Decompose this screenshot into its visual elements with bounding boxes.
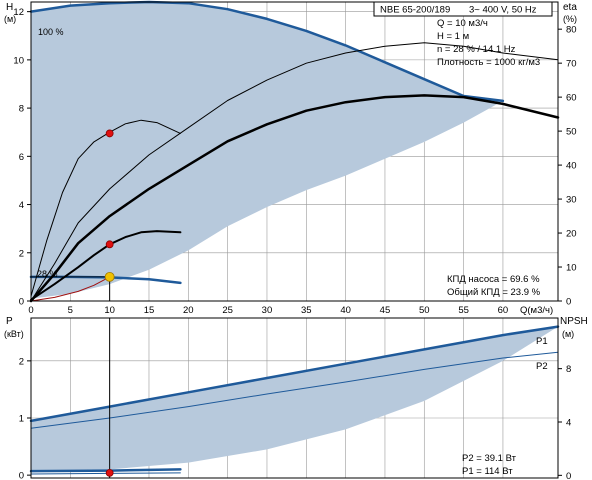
y2-axis-unit-eta: (%): [563, 14, 577, 24]
info-speed: n = 28 % / 14.1 Hz: [437, 44, 516, 55]
x-tick-label: 60: [498, 305, 509, 316]
header-model: NBE 65-200/189: [380, 5, 450, 16]
eta-series-eta_thick: [29, 94, 560, 303]
y2-axis-title-eta: eta: [563, 2, 577, 13]
bot-y2-tick-label: 0: [566, 471, 571, 480]
x-tick-label: 0: [28, 305, 33, 316]
label-28-percent: 28 %: [37, 269, 58, 279]
label-100-percent: 100 %: [38, 27, 64, 37]
x-tick-label: 55: [458, 305, 469, 316]
head-series-system_curve: [30, 276, 111, 302]
power-tick-labels: 0 1 2 0 4 8: [19, 356, 572, 480]
top-y-tick-label: 6: [19, 152, 24, 163]
p1-value-text: P1 = 114 Вт: [462, 466, 513, 477]
x-axis-title: Q(м3/ч): [520, 305, 553, 316]
top-y2-tick-label: 30: [566, 195, 577, 206]
bot-y2-tick-label: 4: [566, 418, 571, 429]
x-tick-label: 30: [262, 305, 273, 316]
top-plot-frame: [30, 1, 559, 302]
label-p2-curve: P2: [536, 361, 548, 372]
top-y-tick-label: 2: [19, 248, 24, 259]
header-supply: 3~ 400 V, 50 Hz: [469, 5, 537, 16]
x-tick-label: 5: [68, 305, 73, 316]
top-y2-tick-label: 70: [566, 59, 577, 70]
head-region-fill: [31, 2, 503, 299]
marker-red_low: [105, 240, 114, 249]
y2-axis-title-npsh: NPSH: [560, 316, 588, 327]
p2-value-text: P2 = 39.1 Вт: [462, 453, 517, 464]
top-y-tick-label: 12: [13, 7, 24, 18]
y-axis-title-power: P: [6, 316, 13, 327]
x-tick-label: 50: [419, 305, 430, 316]
x-tick-label: 15: [144, 305, 155, 316]
head-markers: [104, 129, 115, 282]
info-head: H = 1 м: [437, 31, 469, 42]
top-y-tick-label: 8: [19, 104, 24, 115]
head-tick-labels: 0 5 10 15 20 25 30 35 40 45 50 55 60 0 2 4 6 8 10 12 0 10 20 30…: [13, 7, 576, 316]
x-tick-label: 25: [222, 305, 233, 316]
power-operating-region: [31, 326, 558, 473]
x-tick-label: 35: [301, 305, 312, 316]
top-y2-tick-label: 50: [566, 127, 577, 138]
power-series-p2_28: [30, 472, 181, 475]
info-flow: Q = 10 м3/ч: [437, 18, 488, 29]
top-y2-tick-label: 10: [566, 263, 577, 274]
power-axes: [27, 317, 562, 479]
bot-plot-frame: [30, 317, 559, 479]
eta-series-eta_thin: [30, 42, 559, 302]
top-y-tick-label: 4: [19, 200, 24, 211]
head-axes: [27, 1, 562, 302]
head-plot: 0 5 10 15 20 25 30 35 40 45 50 55 60 0 2 4 6 8 10 12 0 10 20 30…: [13, 0, 577, 316]
power-plot: 0 1 2 0 4 8: [19, 317, 572, 480]
total-efficiency-text: Общий КПД = 23.9 %: [447, 287, 541, 298]
y2-axis-unit-npsh: (м): [562, 329, 574, 339]
bot-y-tick-label: 1: [19, 414, 24, 425]
top-y2-tick-label: 80: [566, 25, 577, 36]
y-axis-unit-power: (кВт): [4, 329, 24, 339]
label-p1-curve: P1: [536, 336, 548, 347]
marker-operating_point: [104, 271, 115, 282]
marker-red_high: [105, 129, 114, 138]
top-y-tick-label: 0: [19, 297, 24, 308]
pump-efficiency-text: КПД насоса = 69.6 %: [447, 274, 540, 285]
x-tick-label: 45: [380, 305, 391, 316]
top-y2-tick-label: 40: [566, 161, 577, 172]
bot-y2-tick-label: 8: [566, 364, 571, 375]
y-axis-title-head: H: [6, 2, 13, 13]
top-y2-tick-label: 60: [566, 93, 577, 104]
power-region-fill: [31, 326, 558, 473]
marker-p1_point: [105, 468, 114, 477]
bot-y-tick-label: 2: [19, 356, 24, 367]
x-tick-label: 40: [340, 305, 351, 316]
info-density: Плотность = 1000 кг/м3: [437, 57, 540, 68]
head-operating-region: [31, 2, 503, 299]
head-series-curve_100: [29, 0, 505, 103]
bot-y-tick-label: 0: [19, 471, 24, 480]
top-y2-tick-label: 20: [566, 229, 577, 240]
x-tick-label: 10: [104, 305, 115, 316]
power-series-p2_100: [30, 351, 559, 429]
power-series-p1_100: [29, 325, 560, 423]
y-axis-unit-head: (м): [4, 14, 16, 24]
power-markers: [105, 468, 114, 477]
x-tick-label: 20: [183, 305, 194, 316]
header-box: [373, 1, 553, 17]
top-y-tick-label: 10: [13, 55, 24, 66]
top-y2-tick-label: 0: [566, 297, 571, 308]
